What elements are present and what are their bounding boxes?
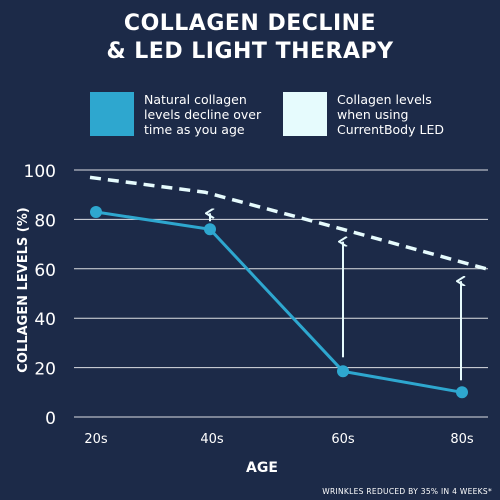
- x-tick-label: 20s: [84, 432, 108, 447]
- natural-series-line: [95, 210, 463, 394]
- chart-title: COLLAGEN DECLINE & LED LIGHT THERAPY: [0, 10, 500, 66]
- legend-swatch-led: [283, 92, 327, 136]
- legend-label-led: Collagen levels when using CurrentBody L…: [337, 92, 444, 137]
- y-tick-label: 60: [34, 261, 56, 281]
- x-tick-label: 40s: [200, 432, 224, 447]
- x-axis-title: AGE: [246, 460, 278, 476]
- title-line-2: & LED LIGHT THERAPY: [106, 39, 394, 64]
- legend-item-natural: Natural collagen levels decline over tim…: [90, 92, 274, 137]
- x-tick-label: 60s: [331, 432, 355, 447]
- legend-swatch-natural: [90, 92, 134, 136]
- natural-point-60s: [337, 365, 349, 378]
- natural-point-40s: [204, 223, 216, 236]
- footnote: WRINKLES REDUCED BY 35% IN 4 WEEKS*: [322, 487, 492, 496]
- title-line-1: COLLAGEN DECLINE: [123, 11, 377, 36]
- y-tick-label: 20: [34, 360, 56, 380]
- natural-point-80s: [456, 386, 468, 399]
- legend-label-natural: Natural collagen levels decline over tim…: [144, 92, 262, 137]
- natural-point-20s: [90, 205, 102, 218]
- y-tick-label: 100: [24, 162, 56, 182]
- led-series-line: [89, 175, 487, 271]
- y-tick-label: 80: [34, 211, 56, 231]
- y-axis-title: COLLAGEN LEVELS (%): [16, 207, 31, 372]
- legend-item-led: Collagen levels when using CurrentBody L…: [283, 92, 467, 137]
- x-tick-label: 80s: [450, 432, 474, 447]
- y-tick-label: 40: [34, 310, 56, 330]
- y-tick-label: 0: [45, 409, 56, 429]
